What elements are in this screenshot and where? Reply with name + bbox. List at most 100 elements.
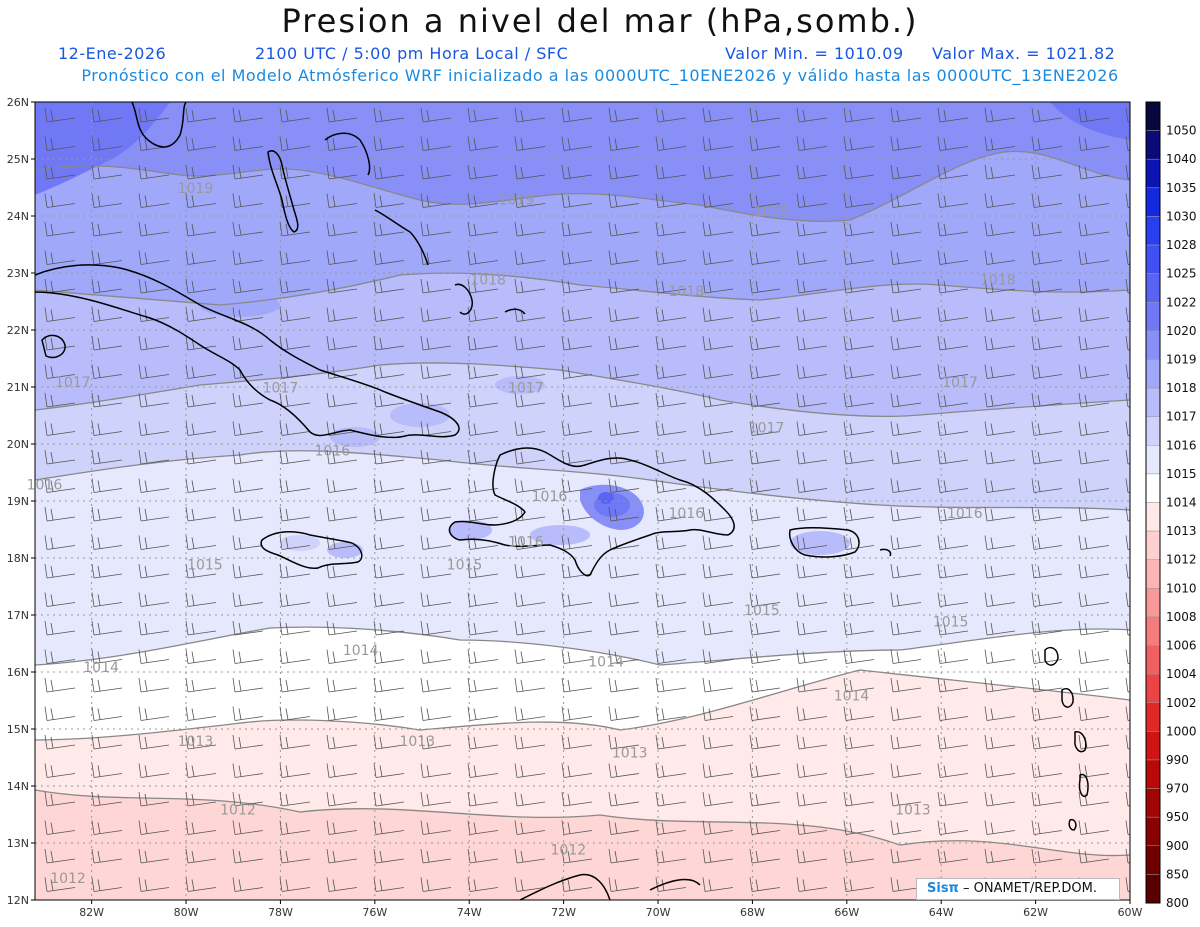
lat-label: 13N: [7, 837, 29, 850]
colorbar-label: 850: [1166, 867, 1189, 881]
logo-sistema-text: Sisπ: [927, 881, 959, 896]
wind-barb: [1125, 107, 1130, 123]
wind-barb: [1031, 563, 1063, 579]
wind-barb: [561, 506, 593, 522]
wind-barb: [984, 535, 1016, 550]
wind-barb: [91, 649, 123, 664]
isobar-label: 1012: [50, 871, 86, 887]
wind-barb: [843, 107, 875, 123]
wind-barb: [467, 848, 499, 864]
wind-barb: [937, 136, 969, 151]
wind-barb: [44, 478, 76, 493]
wind-barb: [420, 193, 452, 208]
wind-barb: [890, 193, 922, 208]
wind-barb: [937, 677, 969, 693]
wind-barb: [1125, 478, 1130, 493]
wind-barb: [937, 535, 969, 550]
wind-barb: [232, 364, 264, 379]
wind-barb: [655, 478, 687, 493]
wind-barb: [1031, 677, 1063, 693]
wind-barb: [984, 763, 1016, 778]
wind-barb: [326, 278, 358, 294]
wind-barb: [937, 364, 969, 379]
wind-barb: [655, 677, 687, 693]
wind-barb: [373, 335, 405, 351]
isobar-label: 1014: [343, 643, 379, 659]
wind-barb: [1125, 563, 1130, 579]
wind-barb: [843, 791, 875, 807]
wind-barb: [843, 421, 875, 436]
wind-barb: [138, 763, 170, 778]
wind-barb: [796, 820, 828, 835]
wind-barb: [890, 449, 922, 465]
wind-barb: [420, 677, 452, 693]
wind-barb: [279, 763, 311, 778]
wind-barb: [843, 677, 875, 693]
wind-barb: [514, 620, 546, 636]
wind-barb: [373, 193, 405, 208]
wind-barb: [937, 649, 969, 664]
wind-barb: [561, 734, 593, 750]
wind-barb: [796, 677, 828, 693]
wind-barb: [279, 677, 311, 693]
wind-barb: [91, 592, 123, 607]
wind-barb: [373, 734, 405, 750]
wind-barb: [91, 449, 123, 465]
wind-barb: [514, 848, 546, 864]
wind-barb: [514, 364, 546, 379]
wind-barb: [655, 706, 687, 721]
isobar-label: 1018: [669, 284, 705, 300]
wind-barb: [185, 364, 217, 379]
wind-barb: [91, 164, 123, 180]
wind-barb: [890, 107, 922, 123]
wind-barb: [44, 763, 76, 778]
wind-barb: [843, 392, 875, 408]
colorbar-label: 1015: [1166, 467, 1197, 481]
wind-barb: [279, 506, 311, 522]
wind-barb: [232, 193, 264, 208]
isobar-label: 1016: [27, 478, 63, 494]
wind-barb: [44, 193, 76, 208]
wind-barb: [749, 592, 781, 607]
wind-barb: [91, 107, 123, 123]
colorbar-swatch: [1145, 473, 1161, 503]
wind-barb: [232, 791, 264, 807]
colorbar-swatch: [1145, 816, 1161, 847]
wind-barb: [467, 791, 499, 807]
wind-barb: [749, 364, 781, 379]
wind-barb: [561, 620, 593, 636]
wind-barb: [702, 307, 734, 322]
wind-barb: [561, 563, 593, 579]
wind-barb: [937, 592, 969, 607]
wind-barb: [561, 136, 593, 151]
wind-barb: [561, 535, 593, 550]
wind-barb: [514, 677, 546, 693]
colorbar-label: 1012: [1166, 553, 1197, 567]
wind-barb: [843, 734, 875, 750]
wind-barb: [843, 449, 875, 465]
wind-barb: [937, 620, 969, 636]
isobar-label: 1019: [499, 193, 535, 209]
wind-barb: [467, 421, 499, 436]
wind-barb: [984, 592, 1016, 607]
wind-barb: [326, 449, 358, 465]
wind-barb: [232, 107, 264, 123]
wind-barb: [796, 478, 828, 493]
isobar-label: 1015: [933, 614, 969, 630]
wind-barb: [655, 221, 687, 237]
wind-barb: [608, 107, 640, 123]
wind-barb: [1078, 449, 1110, 465]
colorbar-label: 1008: [1166, 610, 1197, 624]
wind-barb: [1031, 193, 1063, 208]
colorbar-swatch: [1145, 645, 1161, 675]
wind-barb: [655, 278, 687, 294]
wind-barb: [279, 478, 311, 493]
wind-barb: [467, 649, 499, 664]
wind-barb: [1078, 592, 1110, 607]
wind-barb: [1078, 335, 1110, 351]
wind-barb: [843, 620, 875, 636]
wind-barb: [655, 136, 687, 151]
colorbar-swatch: [1145, 216, 1161, 246]
wind-barb: [937, 706, 969, 721]
wind-barb: [91, 877, 123, 892]
